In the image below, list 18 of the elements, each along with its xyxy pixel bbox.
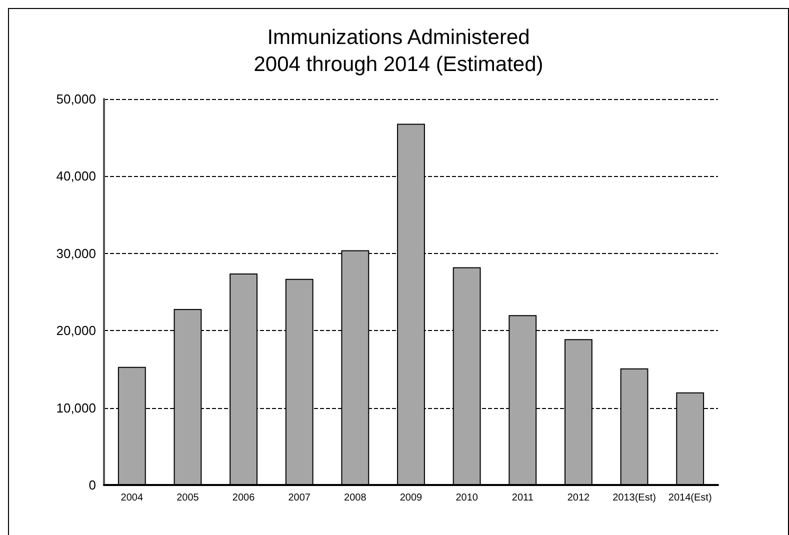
- x-tick-label: 2011: [512, 492, 534, 504]
- x-tick-label: 2014(Est): [668, 492, 712, 504]
- x-tick-label: 2004: [120, 492, 144, 504]
- y-tick-label: 20,000: [56, 323, 96, 338]
- y-tick-label: 10,000: [56, 400, 96, 416]
- x-tick-label: 2005: [176, 492, 200, 504]
- x-tick-label: 2008: [344, 492, 367, 504]
- x-tick-label: 2012: [567, 492, 590, 504]
- x-tick-label: 2009: [400, 492, 423, 504]
- y-tick-label: 30,000: [56, 246, 96, 261]
- x-tick-label: 2010: [456, 492, 478, 504]
- y-tick-label: 0: [88, 478, 96, 492]
- x-tick-label: 2006: [232, 492, 256, 504]
- y-tick-label: 50,000: [56, 92, 96, 106]
- x-tick-label: 2013(Est): [612, 492, 656, 504]
- x-tick-label: 2007: [288, 492, 311, 504]
- chart-title: Immunizations Administered 2004 through 2014 (Estimated): [254, 26, 544, 76]
- y-tick-label: 40,000: [56, 168, 96, 184]
